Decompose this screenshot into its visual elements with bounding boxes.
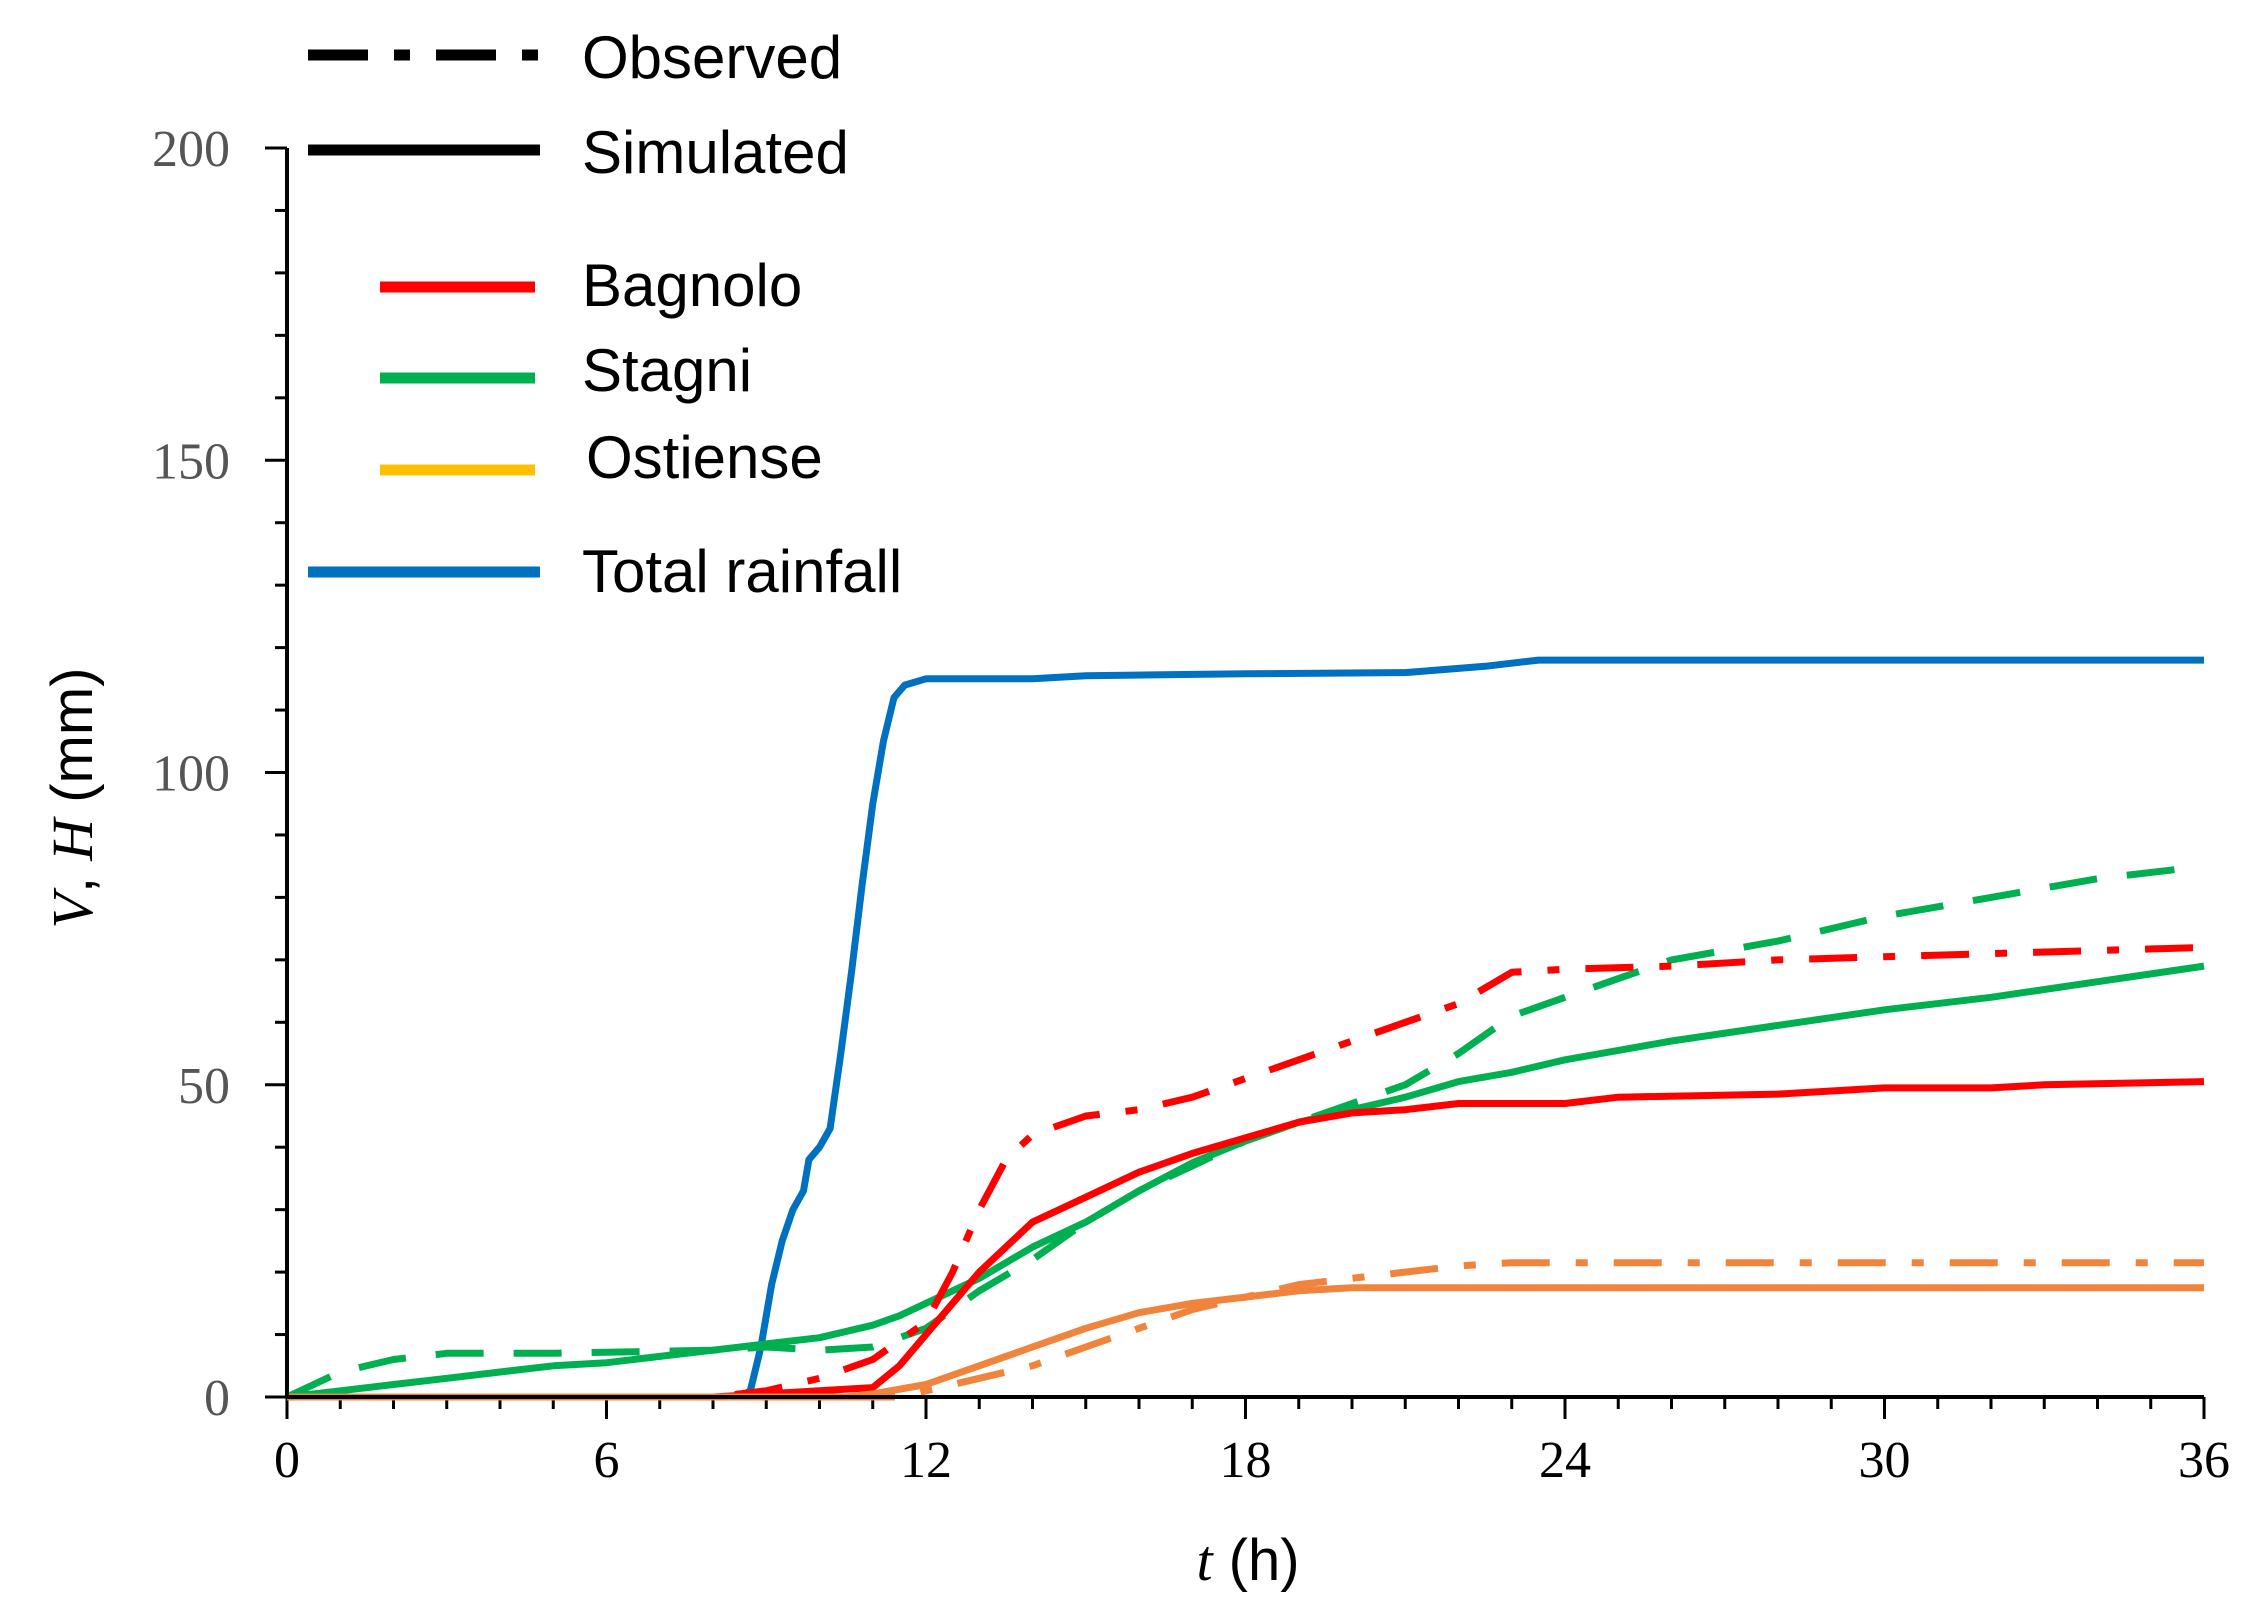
legend-item-stagni: Stagni xyxy=(380,337,752,404)
y-axis-title-unit: (mm) xyxy=(40,668,105,819)
series-line-stagni-observed xyxy=(285,862,2205,1401)
legend-item-total-rainfall: Total rainfall xyxy=(308,538,902,605)
y-axis-title: V, H (mm) xyxy=(40,668,105,929)
x-tick-label: 12 xyxy=(900,1432,952,1489)
series-line-ostiense-observed xyxy=(287,1259,2204,1401)
legend-label-simulated: Simulated xyxy=(582,119,849,186)
legend-label-total-rainfall: Total rainfall xyxy=(582,538,902,605)
axes xyxy=(285,148,2204,1399)
x-axis-title: t (h) xyxy=(1196,1528,1299,1593)
x-tick-label: 36 xyxy=(2178,1432,2230,1489)
x-tick-label: 30 xyxy=(1859,1432,1911,1489)
x-axis-title-unit: (h) xyxy=(1213,1528,1300,1593)
y-tick-label: 150 xyxy=(152,433,230,490)
legend-label-bagnolo: Bagnolo xyxy=(582,252,802,319)
y-axis-title-v: V xyxy=(40,886,105,928)
legend-label-observed: Observed xyxy=(582,24,842,91)
series-line-bagnolo-observed xyxy=(287,943,2205,1401)
y-axis-title-h: H xyxy=(40,816,105,862)
y-tick-label: 200 xyxy=(152,121,230,178)
tick-labels: 0 6 12 18 24 30 36 0 50 100 150 200 xyxy=(152,121,2230,1489)
legend-item-bagnolo: Bagnolo xyxy=(380,252,802,319)
legend-item-observed: Observed xyxy=(308,24,842,91)
x-tick-label: 6 xyxy=(594,1432,620,1489)
x-tick-label: 24 xyxy=(1539,1432,1591,1489)
series-layer xyxy=(285,656,2205,1401)
legend-item-simulated: Simulated xyxy=(308,119,849,186)
legend: Observed Simulated Bagnolo Stagni Ostien… xyxy=(308,24,902,605)
y-tick-label: 50 xyxy=(178,1058,230,1115)
legend-item-ostiense: Ostiense xyxy=(380,424,823,491)
y-tick-label: 100 xyxy=(152,746,230,803)
series-line-bagnolo-simulated xyxy=(287,1078,2205,1401)
x-axis-title-var: t xyxy=(1196,1528,1214,1593)
y-tick-label: 0 xyxy=(204,1370,230,1427)
legend-label-stagni: Stagni xyxy=(582,337,752,404)
y-axis-title-sep: , xyxy=(40,861,105,893)
tick-marks xyxy=(265,146,2206,1419)
legend-label-ostiense: Ostiense xyxy=(586,424,823,491)
series-line-ostiense-simulated xyxy=(287,1284,2204,1401)
series-line-stagni-simulated xyxy=(286,962,2205,1401)
x-tick-label: 18 xyxy=(1220,1432,1272,1489)
x-tick-label: 0 xyxy=(274,1432,300,1489)
series-line-total-rainfall-simulated xyxy=(287,656,2204,1401)
